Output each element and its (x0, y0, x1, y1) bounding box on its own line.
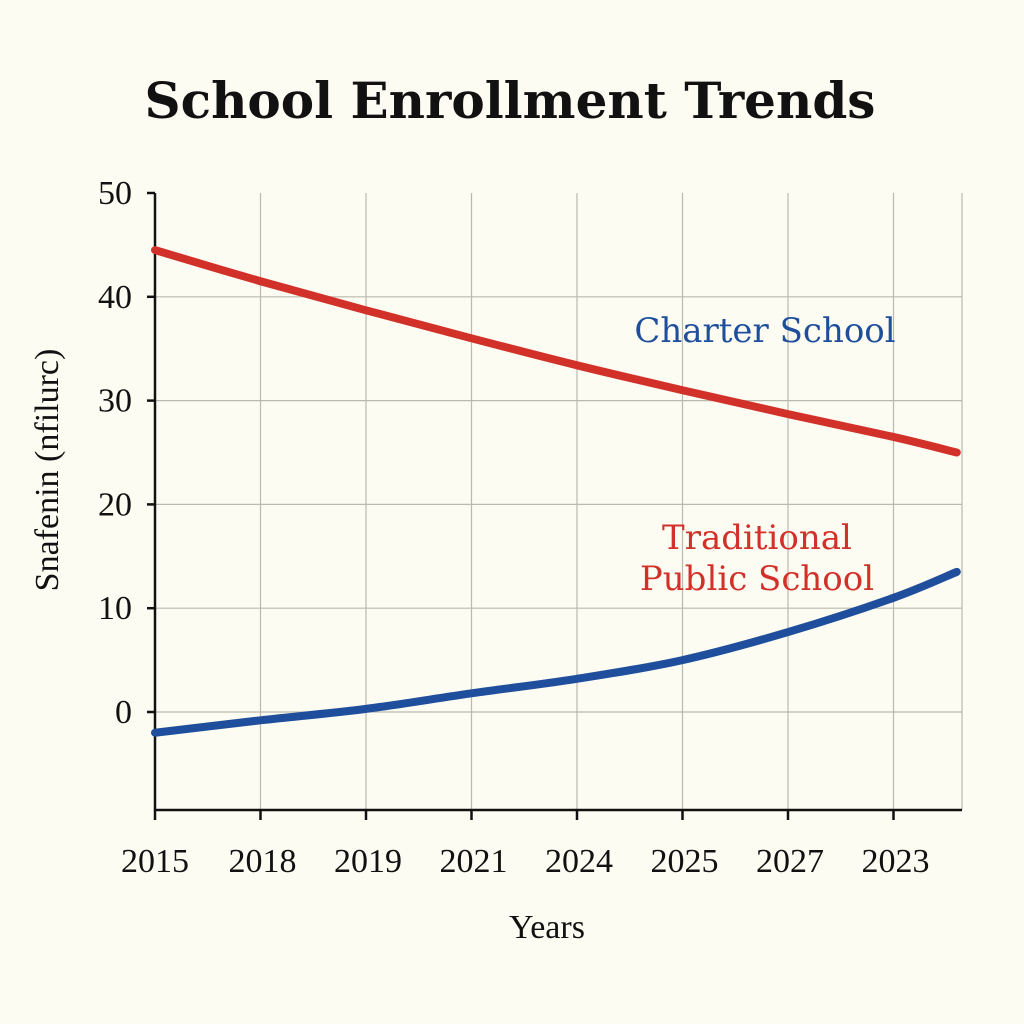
annotation-public-school: Public School (640, 559, 874, 599)
x-tick-label: 2023 (862, 843, 930, 880)
x-tick-label: 2025 (651, 843, 719, 880)
x-tick-label: 2024 (545, 843, 613, 880)
annotation-traditional: Traditional (662, 518, 852, 558)
x-tick-label: 2019 (334, 843, 402, 880)
x-tick-labels: 2015 2018 2019 2021 2024 2025 2027 2023 (121, 810, 930, 880)
x-axis-label: Years (509, 909, 585, 946)
y-tick-label: 50 (98, 175, 132, 212)
chart-title: School Enrollment Trends (145, 71, 876, 130)
y-tick-label: 0 (115, 694, 132, 731)
grid (155, 193, 963, 810)
y-tick-label: 20 (98, 486, 132, 523)
series-line-charter-school (151, 567, 961, 737)
y-tick-label: 30 (98, 383, 132, 420)
x-tick-label: 2018 (229, 843, 297, 880)
y-tick-label: 10 (98, 590, 132, 627)
y-tick-labels: 50 40 30 20 10 0 (98, 175, 155, 731)
y-axis-label: Snafenin (nfilurc) (29, 349, 66, 592)
series-line-traditional-public-school (151, 246, 961, 457)
y-tick-label: 40 (98, 279, 132, 316)
annotation-charter-school: Charter School (634, 311, 895, 351)
x-tick-label: 2015 (121, 843, 189, 880)
x-tick-label: 2027 (756, 843, 824, 880)
x-tick-label: 2021 (440, 843, 508, 880)
series (151, 246, 961, 737)
